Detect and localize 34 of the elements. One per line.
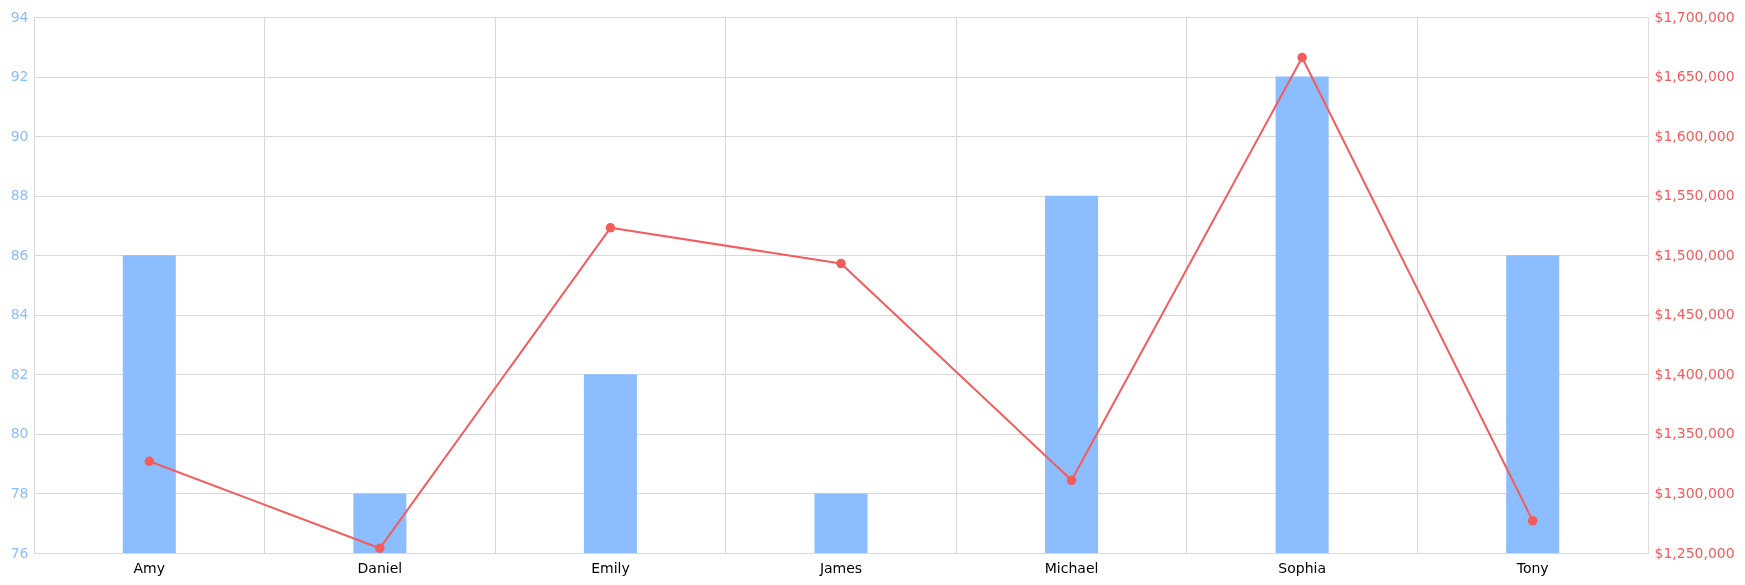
y-tick-label: 76: [10, 544, 29, 561]
y-tick-label: 80: [10, 425, 29, 442]
point: [144, 456, 155, 467]
y2-tick-label: $1,300,000: [1654, 484, 1735, 501]
y2-tick-label: $1,450,000: [1654, 306, 1735, 323]
y-tick-label: 86: [10, 246, 29, 263]
x-tick-label: Michael: [1044, 559, 1099, 576]
point: [375, 543, 385, 553]
x-tick-label: Amy: [133, 559, 166, 576]
y2-tick-label: $1,250,000: [1654, 544, 1735, 561]
y-tick-label: 78: [10, 484, 29, 501]
x-tick-label: Daniel: [357, 559, 403, 576]
x-tick-label: James: [818, 559, 863, 576]
y2-tick-label: $1,700,000: [1654, 8, 1735, 25]
y-tick-label: 92: [10, 68, 29, 85]
x-tick-label: Sophia: [1278, 559, 1326, 576]
point: [1066, 475, 1077, 486]
y-tick-label: 82: [10, 365, 29, 382]
y2-tick-label: $1,550,000: [1654, 187, 1735, 204]
x-tick-label: Emily: [591, 559, 630, 576]
point: [1297, 52, 1307, 63]
y-tick-label: 88: [10, 187, 29, 204]
y-tick-label: 84: [10, 306, 29, 323]
point: [836, 258, 846, 269]
y-tick-label: 90: [10, 127, 29, 144]
y-tick-label: 94: [10, 8, 29, 25]
y2-tick-label: $1,650,000: [1654, 68, 1735, 85]
point: [1527, 516, 1538, 526]
y2-tick-label: $1,350,000: [1654, 425, 1735, 442]
point: [605, 223, 616, 233]
y2-tick-label: $1,400,000: [1654, 365, 1735, 382]
y2-tick-label: $1,600,000: [1654, 127, 1735, 144]
y2-tick-label: $1,500,000: [1654, 246, 1735, 263]
x-tick-label: Tony: [1515, 559, 1549, 576]
